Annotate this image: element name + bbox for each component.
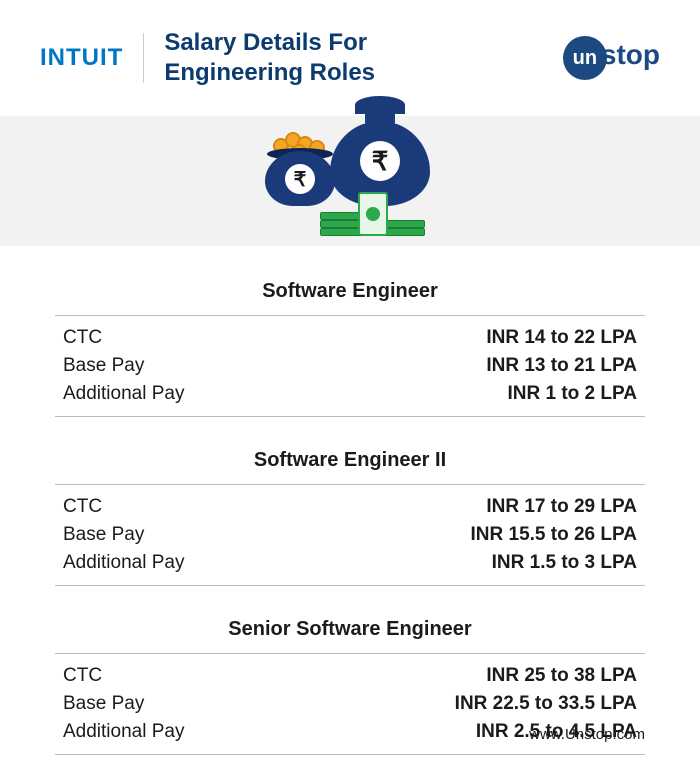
row-label: Base Pay <box>63 355 144 377</box>
row-label: CTC <box>63 665 102 687</box>
banknote-icon <box>358 192 388 236</box>
rupee-icon: ₹ <box>285 164 315 194</box>
title-line-2: Engineering Roles <box>164 58 543 88</box>
row-label: CTC <box>63 327 102 349</box>
unstop-logo-circle: un <box>563 36 607 80</box>
row-label: Base Pay <box>63 693 144 715</box>
row-value: INR 1.5 to 3 LPA <box>492 552 637 574</box>
role-title: Software Engineer II <box>55 435 645 484</box>
unstop-logo: un stop <box>563 36 660 80</box>
table-row: Base Pay INR 22.5 to 33.5 LPA <box>55 690 645 718</box>
rupee-icon: ₹ <box>360 141 400 181</box>
illustration-band: ₹ ₹ <box>0 116 700 246</box>
table-row: Additional Pay INR 1 to 2 LPA <box>55 380 645 408</box>
row-value: INR 17 to 29 LPA <box>486 496 637 518</box>
table-row: CTC INR 17 to 29 LPA <box>55 493 645 521</box>
row-value: INR 13 to 21 LPA <box>486 355 637 377</box>
role-block: Software Engineer II CTC INR 17 to 29 LP… <box>55 435 645 586</box>
role-title: Software Engineer <box>55 266 645 315</box>
row-value: INR 14 to 22 LPA <box>486 327 637 349</box>
row-value: INR 25 to 38 LPA <box>486 665 637 687</box>
row-label: Base Pay <box>63 524 144 546</box>
page-title: Salary Details For Engineering Roles <box>164 28 543 88</box>
row-value: INR 1 to 2 LPA <box>508 383 638 405</box>
row-value: INR 22.5 to 33.5 LPA <box>455 693 637 715</box>
table-row: CTC INR 14 to 22 LPA <box>55 324 645 352</box>
role-block: Software Engineer CTC INR 14 to 22 LPA B… <box>55 266 645 417</box>
table-row: Base Pay INR 13 to 21 LPA <box>55 352 645 380</box>
row-label: Additional Pay <box>63 552 184 574</box>
table-row: Base Pay INR 15.5 to 26 LPA <box>55 521 645 549</box>
salary-table: Software Engineer CTC INR 14 to 22 LPA B… <box>0 246 700 755</box>
table-row: CTC INR 25 to 38 LPA <box>55 662 645 690</box>
row-label: CTC <box>63 496 102 518</box>
cash-stack-icon <box>320 196 420 236</box>
table-row: Additional Pay INR 1.5 to 3 LPA <box>55 549 645 577</box>
title-line-1: Salary Details For <box>164 28 543 58</box>
money-bag-icon: ₹ <box>330 96 430 206</box>
row-label: Additional Pay <box>63 383 184 405</box>
role-rows: CTC INR 17 to 29 LPA Base Pay INR 15.5 t… <box>55 485 645 585</box>
role-title: Senior Software Engineer <box>55 604 645 653</box>
vertical-divider <box>143 33 144 83</box>
intuit-logo: INTUIT <box>40 44 123 72</box>
unstop-logo-text: stop <box>601 39 660 71</box>
role-rows: CTC INR 14 to 22 LPA Base Pay INR 13 to … <box>55 316 645 416</box>
money-illustration: ₹ ₹ <box>250 96 450 246</box>
divider <box>55 416 645 417</box>
divider <box>55 754 645 755</box>
row-label: Additional Pay <box>63 721 184 743</box>
header: INTUIT Salary Details For Engineering Ro… <box>0 0 700 108</box>
divider <box>55 585 645 586</box>
footer-url: www.Unstop.com <box>529 726 645 743</box>
row-value: INR 15.5 to 26 LPA <box>471 524 637 546</box>
